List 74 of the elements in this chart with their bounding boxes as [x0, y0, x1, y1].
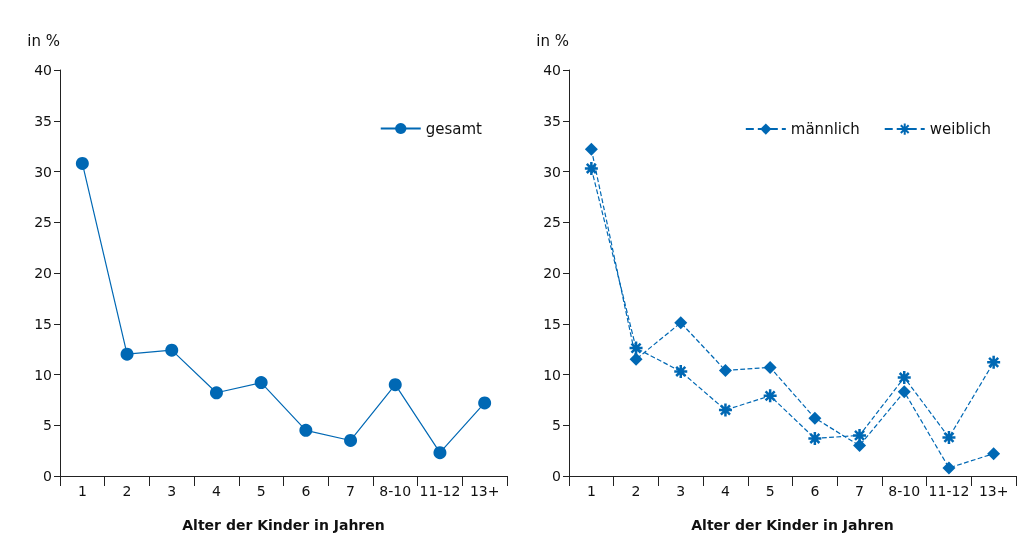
y-tick-label: 5: [552, 417, 561, 434]
y-tick-label: 35: [543, 112, 561, 129]
point: [763, 360, 777, 374]
point: [254, 376, 268, 390]
y-axis-title: in %: [27, 31, 60, 50]
point: [717, 402, 734, 418]
point: [673, 363, 689, 380]
point: [629, 352, 643, 366]
x-tick-label: 4: [720, 483, 730, 499]
point: [987, 447, 1001, 461]
x-tick-label: 8-10: [888, 483, 921, 499]
point: [674, 316, 688, 330]
x-tick-label: 5: [256, 483, 266, 499]
y-tick-label: 5: [43, 417, 52, 434]
y-tick-label: 25: [543, 214, 561, 231]
point: [120, 347, 134, 361]
y-tick-label: 20: [34, 265, 52, 281]
legend-label: weiblich: [929, 120, 992, 139]
x-tick-label: 2: [122, 483, 132, 499]
y-tick-label: 30: [34, 163, 52, 180]
point: [853, 439, 867, 453]
y-tick-label: 10: [34, 366, 52, 383]
y-tick-label: 40: [34, 62, 52, 78]
point: [75, 156, 89, 170]
y-tick-label: 40: [543, 62, 561, 78]
point: [209, 386, 223, 400]
point: [628, 340, 644, 356]
x-tick-label: 6: [810, 483, 820, 499]
point: [388, 378, 402, 392]
x-tick-label: 13+: [978, 483, 1009, 499]
x-tick-label: 11-12: [928, 483, 970, 499]
point: [808, 411, 822, 425]
y-tick-label: 10: [543, 366, 561, 383]
y-tick-label: 25: [34, 214, 52, 231]
y-tick-label: 30: [543, 163, 561, 180]
point: [762, 388, 778, 404]
x-tick-label: 6: [301, 483, 311, 499]
x-tick-label: 1: [586, 483, 596, 499]
x-tick-label: 8-10: [379, 483, 412, 499]
point: [807, 430, 823, 447]
y-tick-label: 20: [543, 265, 561, 281]
point: [584, 142, 598, 156]
x-axis-title: Alter der Kinder in Jahren: [182, 517, 385, 533]
point: [583, 160, 600, 177]
x-tick-label: 3: [167, 483, 177, 499]
x-tick-label: 3: [676, 483, 686, 499]
y-tick-label: 15: [34, 315, 52, 332]
y-tick-label: 15: [543, 315, 561, 332]
x-tick-label: 4: [211, 483, 221, 499]
legend-label: gesamt: [425, 119, 483, 138]
y-tick-label: 35: [34, 112, 52, 129]
point: [478, 396, 492, 410]
point: [344, 433, 358, 447]
point: [942, 461, 956, 475]
x-tick-label: 11-12: [419, 483, 461, 499]
x-tick-label: 13+: [469, 483, 500, 499]
x-tick-label: 1: [77, 483, 87, 499]
x-tick-label: 2: [631, 483, 641, 499]
point: [433, 446, 447, 460]
x-axis-title: Alter der Kinder in Jahren: [691, 517, 894, 533]
x-tick-label: 5: [765, 483, 775, 499]
x-tick-label: 7: [346, 483, 356, 499]
legend-label: männlich: [790, 120, 860, 139]
point: [165, 343, 179, 357]
y-axis-title: in %: [536, 31, 569, 50]
y-tick-label: 0: [43, 468, 52, 484]
point: [896, 369, 912, 386]
y-tick-label: 0: [552, 468, 561, 484]
point: [718, 363, 732, 377]
point: [941, 429, 957, 446]
x-tick-label: 7: [855, 483, 865, 499]
point: [985, 354, 1002, 371]
point: [299, 423, 313, 437]
point: [897, 385, 911, 399]
